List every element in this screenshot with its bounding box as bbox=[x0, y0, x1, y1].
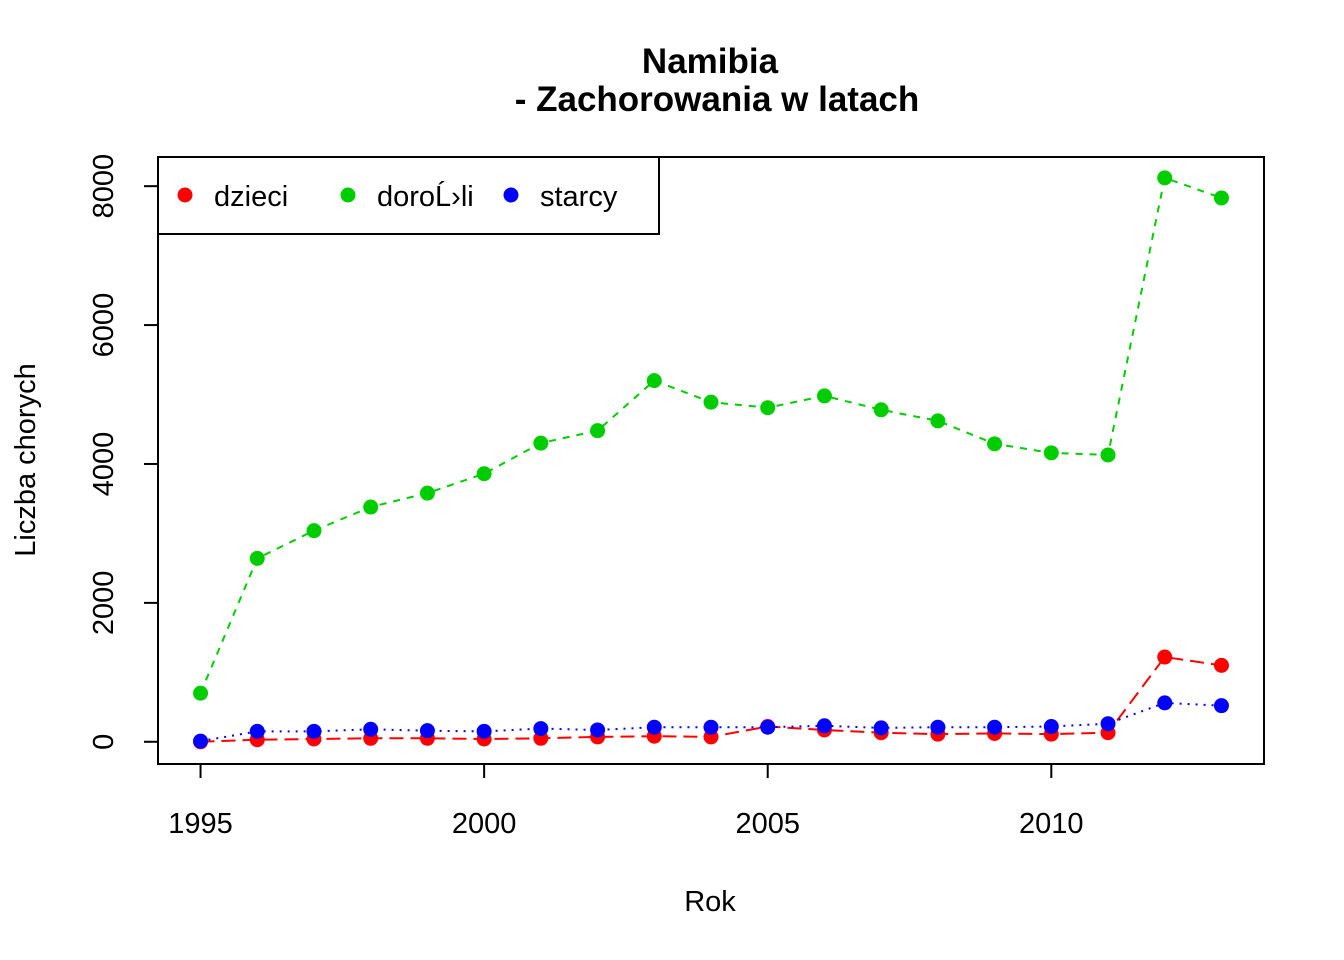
data-point-starcy bbox=[1157, 695, 1173, 711]
data-point-starcy bbox=[930, 719, 946, 735]
legend: dzieci doroĹ›li starcy bbox=[157, 156, 660, 235]
data-point-doroli bbox=[1157, 170, 1173, 186]
x-tick-label: 1995 bbox=[168, 808, 233, 840]
legend-marker bbox=[503, 187, 519, 203]
legend-box bbox=[157, 156, 660, 235]
data-point-doroli bbox=[816, 388, 832, 404]
data-point-doroli bbox=[873, 402, 889, 418]
x-tick-label: 2010 bbox=[1019, 808, 1084, 840]
data-point-starcy bbox=[193, 733, 209, 749]
series-line-doroli bbox=[199, 176, 1222, 694]
legend-label: doroĹ›li bbox=[377, 180, 474, 213]
data-point-starcy bbox=[590, 722, 606, 738]
x-axis: 1995 2000 2005 2010 bbox=[168, 763, 1084, 840]
data-point-starcy bbox=[419, 723, 435, 739]
data-point-doroli bbox=[1043, 445, 1059, 461]
data-point-doroli bbox=[306, 523, 322, 539]
data-point-doroli bbox=[760, 400, 776, 416]
x-tick-label: 2005 bbox=[735, 808, 800, 840]
series-layer bbox=[193, 170, 1229, 750]
plot-area-frame bbox=[157, 156, 1265, 765]
data-point-starcy bbox=[306, 723, 322, 739]
data-point-doroli bbox=[533, 435, 549, 451]
y-tick-label: 2000 bbox=[88, 571, 120, 636]
data-point-doroli bbox=[1100, 447, 1116, 463]
data-point-starcy bbox=[476, 723, 492, 739]
data-point-doroli bbox=[1213, 190, 1229, 206]
y-axis-label: Liczba chorych bbox=[10, 363, 42, 556]
y-tick-label: 0 bbox=[88, 734, 120, 750]
y-axis: 0 2000 4000 6000 8000 bbox=[88, 154, 159, 750]
y-tick-label: 6000 bbox=[88, 293, 120, 358]
legend-label: starcy bbox=[540, 181, 618, 213]
data-point-doroli bbox=[419, 485, 435, 501]
data-point-doroli bbox=[363, 499, 379, 515]
data-point-starcy bbox=[363, 721, 379, 737]
data-point-doroli bbox=[987, 436, 1003, 452]
legend-marker bbox=[177, 187, 193, 203]
data-point-starcy bbox=[987, 719, 1003, 735]
data-point-dzieci bbox=[1213, 657, 1229, 673]
data-point-doroli bbox=[476, 466, 492, 482]
data-point-doroli bbox=[930, 413, 946, 429]
x-tick-label: 2000 bbox=[452, 808, 517, 840]
data-point-starcy bbox=[1100, 716, 1116, 732]
legend-label: dzieci bbox=[214, 181, 288, 213]
chart-title-line2: - Zachorowania w latach bbox=[515, 80, 920, 119]
y-tick-label: 8000 bbox=[88, 154, 120, 219]
chart-title-line1: Namibia bbox=[642, 42, 779, 81]
data-point-starcy bbox=[646, 719, 662, 735]
data-point-starcy bbox=[249, 723, 265, 739]
data-point-starcy bbox=[1213, 698, 1229, 714]
data-point-starcy bbox=[760, 719, 776, 735]
legend-marker bbox=[340, 187, 356, 203]
y-tick-label: 4000 bbox=[88, 432, 120, 497]
data-point-dzieci bbox=[1157, 649, 1173, 665]
data-point-doroli bbox=[703, 394, 719, 410]
data-point-doroli bbox=[590, 423, 606, 439]
x-axis-label: Rok bbox=[684, 886, 736, 918]
data-point-starcy bbox=[816, 718, 832, 734]
data-point-starcy bbox=[1043, 718, 1059, 734]
data-point-starcy bbox=[533, 721, 549, 737]
data-point-doroli bbox=[193, 685, 209, 701]
data-point-doroli bbox=[646, 373, 662, 389]
data-point-doroli bbox=[249, 550, 265, 566]
data-point-starcy bbox=[873, 720, 889, 736]
data-point-starcy bbox=[703, 719, 719, 735]
